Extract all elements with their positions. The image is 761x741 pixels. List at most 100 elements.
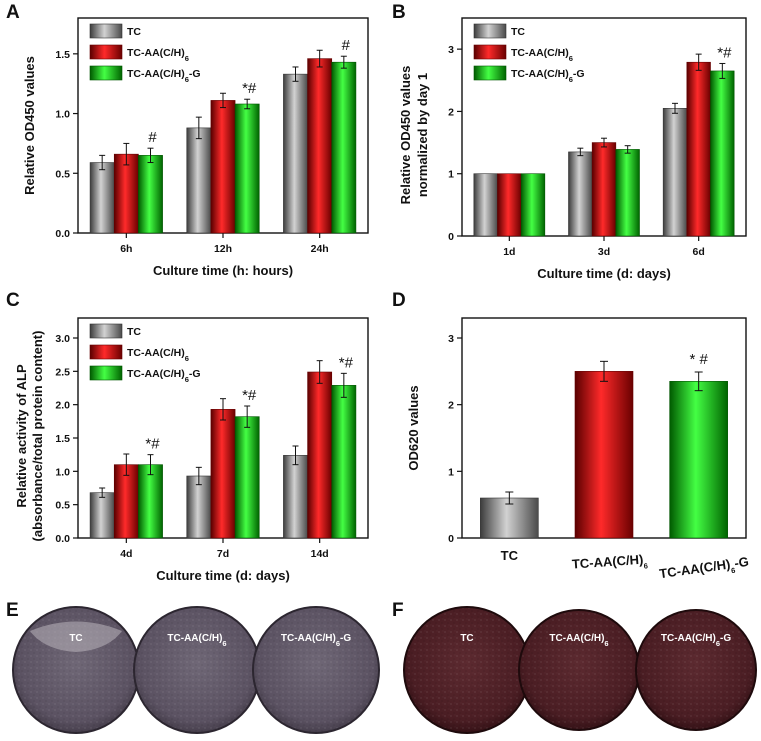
a-bar (138, 155, 163, 234)
b-ytick-label: 2 (448, 106, 454, 118)
b-bar (591, 142, 617, 237)
c-bar (331, 385, 357, 539)
c-bar (89, 492, 115, 539)
c-bar (186, 475, 212, 539)
a-significance-mark: # (342, 37, 351, 54)
d-xtick-label: TC-AA(C/H)6 (571, 551, 648, 575)
a-bar (331, 61, 357, 234)
a-bar (186, 127, 212, 234)
d-ytick-label: 2 (448, 400, 454, 412)
c-significance-mark: *# (339, 354, 354, 371)
a-significance-mark: *# (242, 80, 257, 97)
a-bar (210, 100, 236, 234)
b-xtick-label: 3d (598, 246, 610, 258)
b-bar (710, 70, 735, 237)
b-y-axis-label: Relative OD450 values normalized by day 1 (398, 66, 430, 205)
d-significance-mark: * # (689, 351, 708, 368)
a-bar (234, 103, 260, 234)
b-bar (568, 151, 593, 237)
c-bar (138, 464, 163, 539)
dish-f-aag-texture (637, 611, 755, 729)
b-xtick-label: 6d (693, 246, 705, 258)
c-legend-label: TC (127, 326, 141, 338)
panel-letter-d: D (392, 290, 406, 311)
c-ytick-label: 0.0 (55, 533, 70, 545)
c-ytick-label: 3.0 (55, 333, 70, 345)
a-bar (283, 73, 308, 234)
b-bar (520, 173, 546, 237)
dish-f-label-1: TC (460, 633, 473, 644)
dish-e-label-1: TC (69, 633, 82, 644)
d-ytick-label: 1 (448, 466, 454, 478)
a-legend-label: TC (127, 26, 141, 38)
a-x-axis-label: Culture time (h: hours) (153, 263, 293, 278)
b-bar (473, 173, 498, 237)
a-legend-swatch (89, 23, 123, 39)
a-legend-label: TC-AA(C/H)6-G (127, 68, 201, 84)
d-ytick-label: 0 (448, 533, 454, 545)
b-ytick-label: 0 (448, 231, 454, 243)
c-bar (234, 416, 260, 539)
charts-layer: 0.0 0.5 1.0 1.5 Relative OD450 values Culture… (14, 17, 750, 585)
c-legend-swatch (89, 323, 123, 339)
a-xtick-label: 12h (214, 243, 232, 255)
panel-letter-e: E (6, 600, 19, 621)
b-bar (497, 173, 522, 237)
c-significance-mark: *# (145, 436, 160, 453)
a-xtick-label: 24h (311, 243, 329, 255)
c-ytick-label: 1.0 (55, 466, 70, 478)
c-bar (307, 371, 333, 539)
c-legend-label: TC-AA(C/H)6 (127, 347, 189, 363)
d-bar (669, 381, 728, 539)
a-significance-mark: # (148, 129, 157, 146)
dish-row-e: TC TC-AA(C/H)6 TC-AA(C/H)6-G (12, 606, 380, 734)
dish-e-label-2: TC-AA(C/H)6 (167, 633, 226, 648)
c-ytick-label: 2.0 (55, 400, 70, 412)
dish-f-label-2: TC-AA(C/H)6 (549, 633, 608, 648)
c-xtick-label: 4d (120, 548, 132, 560)
b-ytick-label: 3 (448, 44, 454, 56)
dish-e-tc-glare (30, 621, 122, 652)
panel-letter-c: C (6, 290, 20, 311)
b-bar (662, 108, 688, 237)
b-legend-swatch (473, 23, 507, 39)
c-significance-mark: *# (242, 387, 257, 404)
c-ytick-label: 1.5 (55, 433, 70, 445)
b-legend-label: TC-AA(C/H)6 (511, 47, 573, 63)
a-bar (307, 58, 333, 234)
c-bar (283, 455, 308, 539)
a-ytick-label: 0.0 (55, 228, 70, 240)
c-x-axis-label: Culture time (d: days) (156, 568, 290, 583)
c-legend-swatch (89, 344, 123, 360)
dish-e-aa-texture (135, 608, 259, 732)
d-y-axis-label: OD620 values (406, 385, 421, 470)
panel-letter-a: A (6, 2, 20, 23)
b-legend-swatch (473, 44, 507, 60)
c-ytick-label: 0.5 (55, 500, 70, 512)
a-xtick-label: 6h (120, 243, 132, 255)
d-ytick-label: 3 (448, 333, 454, 345)
a-bar (89, 162, 115, 234)
dish-e-label-3: TC-AA(C/H)6-G (281, 633, 352, 648)
a-ytick-label: 0.5 (55, 168, 70, 180)
b-ytick-label: 1 (448, 169, 454, 181)
c-y-axis-label: Relative activity of ALP(absorbance/tota… (14, 331, 45, 542)
b-xtick-label: 1d (503, 246, 515, 258)
a-ytick-label: 1.0 (55, 109, 70, 121)
dish-f-label-3: TC-AA(C/H)6-G (661, 633, 732, 648)
c-bar (210, 409, 236, 539)
b-bar (615, 149, 640, 237)
c-legend-swatch (89, 365, 123, 381)
b-legend-label: TC-AA(C/H)6-G (511, 68, 585, 84)
a-legend-swatch (89, 65, 123, 81)
c-legend-label: TC-AA(C/H)6-G (127, 368, 201, 384)
dish-row-f: TC TC-AA(C/H)6 TC-AA(C/H)6-G (403, 606, 757, 734)
dish-f-aa-texture (520, 611, 638, 729)
b-significance-mark: *# (717, 44, 732, 61)
d-xtick-label: TC-AA(C/H)6-G (658, 554, 750, 585)
panel-letter-f: F (392, 600, 404, 621)
b-legend-swatch (473, 65, 507, 81)
dish-f-tc-texture (405, 608, 529, 732)
c-xtick-label: 7d (217, 548, 229, 560)
